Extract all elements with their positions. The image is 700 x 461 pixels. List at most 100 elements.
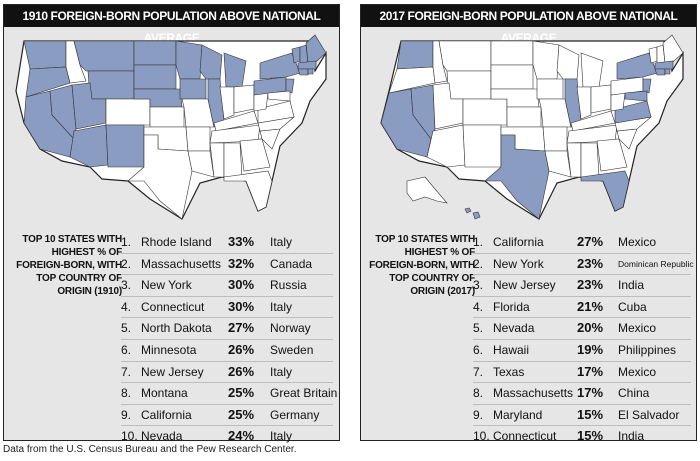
state-new-york [259,52,301,80]
table-row: 2. Massachusetts 32% Canada [121,254,333,276]
state-alabama [580,142,600,178]
rank-cell: 5. [473,321,484,336]
state-name: Connecticut [141,299,205,314]
state-alaska [406,176,448,204]
state-florida [580,170,630,212]
state-colorado [462,98,508,126]
state-kansas [149,106,185,128]
top-country: Mexico [618,364,657,379]
table-row: 1. Rhode Island 33% Italy [121,232,333,254]
state-massachusetts [654,60,674,70]
top-country: Mexico [618,321,657,336]
state-new-mexico [105,124,145,168]
state-alabama [223,142,243,178]
top-states-table-2017: 1. California 27% Mexico 2. New York 23% Domini… [473,232,694,447]
state-virginia [614,100,652,124]
rank-cell: 10. [473,429,490,444]
state-indiana [219,86,235,120]
state-name: Florida [493,299,530,314]
percent-value: 30% [228,298,255,314]
percent-value: 17% [577,363,604,379]
rank-cell: 5. [121,321,132,336]
state-arkansas [542,126,568,152]
table-side-label: TOP 10 STATES WITH HIGHEST % OF FOREIGN-… [16,234,122,297]
state-minnesota [175,40,203,80]
state-colorado [105,98,151,126]
top-country: Dominican Republic [618,258,694,269]
state-new-jersey [642,78,652,94]
rank-cell: 3. [121,278,132,293]
top-country: Italy [270,235,293,249]
percent-value: 25% [228,385,255,401]
state-west-virginia [610,92,626,112]
state-north-dakota [490,40,534,66]
state-name: Nevada [493,321,535,336]
rank-cell: 7. [473,364,484,379]
us-map-1910 [15,34,327,220]
percent-value: 33% [228,234,255,249]
rank-cell: 2. [121,256,132,271]
state-texas [484,134,550,220]
state-name: Rhode Island [141,235,212,249]
state-maine [305,34,327,68]
percent-value: 30% [228,277,255,293]
table-row: 10. Nevada 24% Italy [121,426,333,447]
state-iowa [536,78,564,100]
table-side-label: TOP 10 STATES WITH HIGHEST % OF FOREIGN-… [369,234,475,297]
percent-value: 20% [577,320,604,336]
percent-value: 15% [577,428,604,444]
state-washington [396,40,434,70]
rank-cell: 1. [473,235,484,249]
percent-value: 27% [577,234,604,249]
state-ohio [590,84,612,114]
top-country: Canada [270,256,313,271]
state-south-dakota [133,64,177,90]
state-wyoming [87,70,135,100]
table-row: 4. Florida 21% Cuba [473,297,691,319]
top-country: Germany [270,407,320,422]
table-row: 7. New Jersey 26% Italy [121,362,333,384]
top-country: Italy [270,364,293,379]
rank-cell: 9. [473,407,484,422]
state-name: Montana [141,386,188,401]
percent-value: 27% [228,320,255,336]
table-row: 9. Maryland 15% El Salvador [473,405,691,427]
state-south-dakota [490,64,534,90]
percent-value: 21% [577,298,604,314]
state-montana [73,40,135,72]
state-name: Minnesota [141,342,197,357]
state-connecticut [654,68,666,76]
state-name: California [141,407,192,422]
rank-cell: 9. [121,407,132,422]
state-florida [223,170,273,212]
top-country: India [618,278,645,293]
state-wyoming [446,70,492,100]
table-row: 4. Connecticut 30% Italy [121,297,333,319]
state-rhode-island [664,68,671,75]
panel-2017: 2017 FOREIGN-BORN POPULATION ABOVE NATIO… [360,4,697,443]
rank-cell: 4. [121,299,132,314]
percent-value: 23% [577,255,604,271]
top-country: El Salvador [618,407,680,422]
rank-cell: 6. [473,342,484,357]
top-country: Russia [270,278,307,293]
top-country: China [618,386,650,401]
rank-cell: 2. [473,256,484,271]
state-arizona [426,124,466,168]
state-name: New Jersey [141,364,204,379]
table-row: 9. California 25% Germany [121,405,333,427]
us-map-2017 [380,34,684,220]
state-kansas [506,106,542,128]
state-montana [438,40,492,72]
top-country: Philippines [618,342,677,357]
state-name: New Jersey [493,278,556,293]
state-new-york [616,52,658,80]
top-country: Italy [270,429,293,444]
panel-title: 1910 FOREIGN-BORN POPULATION ABOVE NATIO… [4,5,339,45]
percent-value: 26% [228,363,255,379]
state-north-dakota [133,40,177,66]
state-name: North Dakota [141,321,212,336]
table-row: 6. Minnesota 26% Sweden [121,340,333,362]
state-name: Hawaii [493,342,530,357]
table-row: 2. New York 23% Dominican Republic [473,254,694,276]
